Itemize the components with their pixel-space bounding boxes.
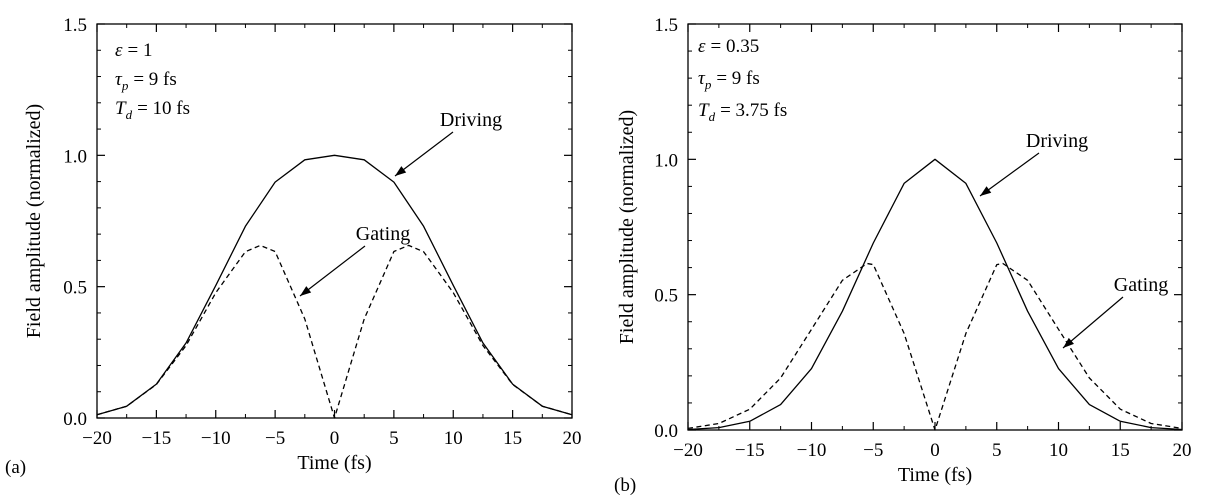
y-axis-label: Field amplitude (normalized) <box>616 110 638 344</box>
param-subscript: p <box>121 78 129 93</box>
x-axis-label: Time (fs) <box>297 452 371 474</box>
arrow-head-icon <box>980 186 992 196</box>
x-tick-label: −15 <box>142 428 172 449</box>
x-tick-label: −10 <box>201 428 231 449</box>
param-symbol: τ <box>115 69 123 90</box>
param-tau-p: τp = 9 fs <box>115 69 177 93</box>
plot-frame <box>687 23 1183 431</box>
param-value: = 1 <box>128 40 153 61</box>
x-tick-label: 15 <box>503 428 522 449</box>
x-tick-label: −10 <box>797 440 827 461</box>
param-symbol: τ <box>698 68 706 89</box>
x-tick-label: 10 <box>444 428 463 449</box>
x-tick-label: 0 <box>330 428 340 449</box>
x-tick-label: 0 <box>930 440 940 461</box>
x-tick-label: 5 <box>389 428 399 449</box>
series-line-driving <box>96 154 573 416</box>
y-axis-label: Field amplitude (normalized) <box>23 104 45 338</box>
arrow-head-icon <box>395 166 407 176</box>
series-line-gating <box>96 244 573 419</box>
arrow-line <box>1062 296 1124 349</box>
x-tick-label: −20 <box>82 428 112 449</box>
arrow-line <box>299 245 366 297</box>
x-tick-label: 20 <box>1173 440 1192 461</box>
param-tau-p: τp = 9 fs <box>698 68 760 92</box>
param-symbol: T <box>698 100 710 121</box>
arrow-line <box>394 131 454 177</box>
param-symbol: T <box>115 98 127 119</box>
x-tick-label: 20 <box>563 428 582 449</box>
curve-label-driving: Driving <box>440 109 502 131</box>
curve-label-gating: Gating <box>1114 274 1168 296</box>
arrow-line <box>979 152 1040 197</box>
param-value: = 0.35 <box>711 36 760 57</box>
x-tick-label: 15 <box>1111 440 1130 461</box>
y-tick-label: 1.5 <box>654 15 678 36</box>
y-tick-label: 0.0 <box>63 409 87 430</box>
series-line-driving <box>687 158 1183 431</box>
chart-panel-b: −20 −15 −10 −5 0 5 10 15 20 0.0 0.5 1.0 1.5 Time (fs)… <box>614 15 1192 496</box>
y-tick-label: 1.0 <box>63 146 87 167</box>
chart-panel-a: −20 −15 −10 −5 0 5 10 15 20 0.0 0.5 1.0 1.5 Time (fs)… <box>5 15 582 478</box>
x-tick-label: −15 <box>735 440 765 461</box>
x-tick-label: −5 <box>265 428 285 449</box>
x-tick-label: 10 <box>1049 440 1068 461</box>
param-T-d: Td = 3.75 fs <box>698 100 787 124</box>
param-epsilon: ε = 1 <box>115 40 152 61</box>
x-tick-label: −5 <box>863 440 883 461</box>
panel-label: (b) <box>614 475 636 496</box>
x-axis-label: Time (fs) <box>898 464 972 486</box>
y-tick-label: 0.5 <box>63 278 87 299</box>
param-value: = 9 fs <box>133 69 176 90</box>
series-line-gating <box>687 262 1183 431</box>
y-tick-label: 0.5 <box>654 286 678 307</box>
param-value: = 3.75 fs <box>720 100 787 121</box>
curve-label-gating: Gating <box>356 223 410 245</box>
param-subscript: d <box>126 107 133 122</box>
arrow-head-icon <box>300 286 312 296</box>
y-tick-label: 1.5 <box>63 15 87 36</box>
y-tick-label: 0.0 <box>654 421 678 442</box>
y-tick-label: 1.0 <box>654 150 678 171</box>
param-T-d: Td = 10 fs <box>115 98 190 122</box>
panel-label: (a) <box>5 457 26 478</box>
param-symbol: ε <box>698 36 706 57</box>
param-value: = 9 fs <box>716 68 759 89</box>
param-subscript: p <box>704 77 712 92</box>
x-tick-label: −20 <box>673 440 703 461</box>
x-tick-label: 5 <box>992 440 1002 461</box>
param-subscript: d <box>709 109 716 124</box>
param-epsilon: ε = 0.35 <box>698 36 759 57</box>
param-symbol: ε <box>115 40 123 61</box>
param-value: = 10 fs <box>137 98 190 119</box>
arrow-head-icon <box>1063 337 1074 348</box>
curve-label-driving: Driving <box>1026 130 1088 152</box>
